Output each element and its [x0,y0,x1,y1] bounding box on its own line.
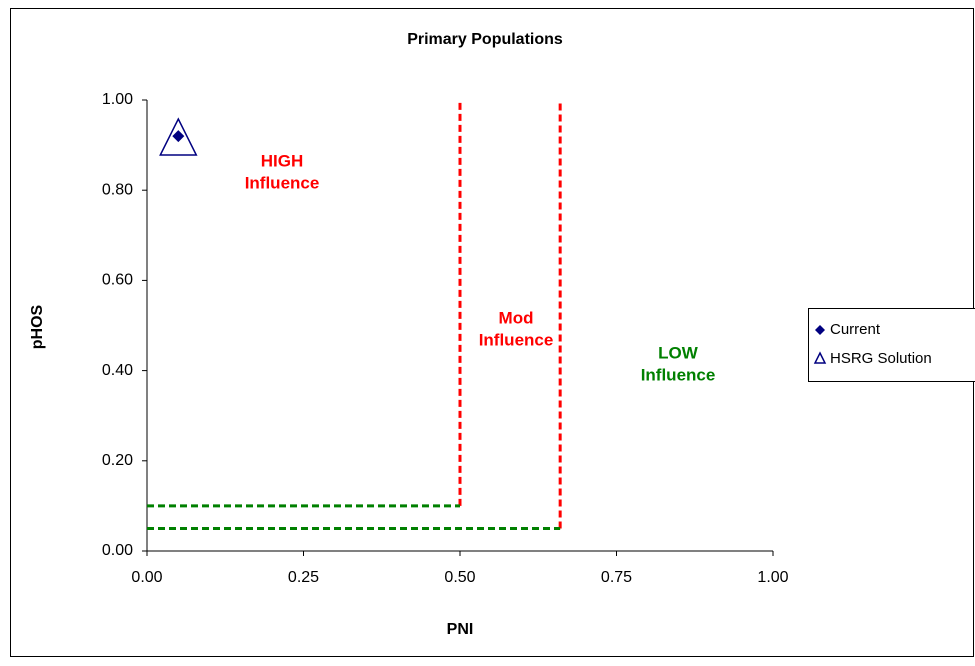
annotation: LOW [658,343,699,362]
annotation: Mod [499,308,534,327]
annotation: Influence [245,173,320,192]
legend-label: HSRG Solution [830,350,932,367]
x-tick-label: 0.75 [601,569,632,586]
legend-label: Current [830,321,881,338]
marker-triangle [159,117,198,156]
annotation: HIGH [261,151,304,170]
marker-diamond [172,130,185,143]
y-tick-label: 0.60 [102,272,133,289]
x-tick-label: 0.50 [444,569,475,586]
x-tick-label: 0.00 [131,569,162,586]
legend-box [808,308,975,382]
annotation: Influence [479,330,554,349]
x-tick-label: 0.25 [288,569,319,586]
y-tick-label: 0.40 [102,362,133,379]
y-tick-label: 1.00 [102,91,133,108]
annotation: Influence [641,365,716,384]
y-tick-label: 0.00 [102,542,133,559]
chart-title: Primary Populations [407,31,563,48]
y-tick-label: 0.20 [102,452,133,469]
y-tick-label: 0.80 [102,181,133,198]
legend-marker [813,351,827,364]
y-axis-label: pHOS [29,304,46,349]
x-tick-label: 1.00 [757,569,788,586]
x-axis-label: PNI [447,621,474,638]
legend-marker [815,325,825,335]
